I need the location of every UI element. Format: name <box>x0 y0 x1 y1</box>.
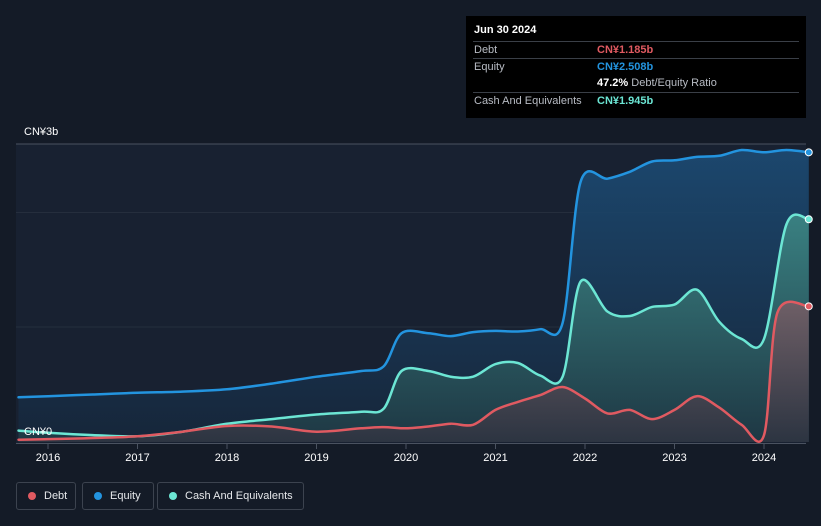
x-tick-label-2017: 2017 <box>125 452 149 464</box>
cash-dot-icon <box>169 492 177 500</box>
x-tick-label-2024: 2024 <box>752 452 776 464</box>
tooltip-cash-label: Cash And Equivalents <box>474 95 582 107</box>
x-tick-label-2022: 2022 <box>573 452 597 464</box>
debt-area <box>18 301 809 442</box>
debt-line <box>17 300 811 443</box>
x-axis-ticks: 2016 2017 2018 2019 2020 2021 2022 2023 2024 <box>36 444 776 464</box>
cash-line <box>17 213 811 438</box>
tooltip-row-cash: Cash And Equivalents CN¥1.945b <box>473 92 799 110</box>
tooltip-ratio: 47.2% Debt/Equity Ratio <box>597 77 717 89</box>
cash-end-point <box>804 215 813 224</box>
x-tick-label-2019: 2019 <box>304 452 328 464</box>
legend-item-equity[interactable]: Equity <box>82 482 154 510</box>
legend-equity-label: Equity <box>110 490 141 502</box>
legend-cash-label: Cash And Equivalents <box>185 490 293 502</box>
y-tick-label-3b: CN¥3b <box>24 126 58 138</box>
tooltip-equity-value: CN¥2.508b <box>597 61 654 73</box>
series-end-markers <box>804 148 813 311</box>
tooltip-ratio-value: 47.2% <box>597 77 629 89</box>
cash-area <box>18 214 809 442</box>
tooltip-row-debt: Debt CN¥1.185b <box>473 41 799 59</box>
data-tooltip: Jun 30 2024 Debt CN¥1.185b Equity CN¥2.5… <box>466 16 806 118</box>
y-axis-ticks: CN¥0 CN¥3b <box>24 126 58 438</box>
series-lines <box>17 148 811 443</box>
tooltip-equity-label: Equity <box>474 61 505 73</box>
tooltip-debt-label: Debt <box>474 44 498 56</box>
equity-line <box>17 148 811 399</box>
tooltip-row-equity: Equity CN¥2.508b <box>473 58 799 76</box>
debt-end-point <box>804 302 813 311</box>
equity-end-point <box>804 148 813 157</box>
x-tick-label-2018: 2018 <box>215 452 239 464</box>
x-tick-label-2016: 2016 <box>36 452 60 464</box>
equity-dot-icon <box>94 492 102 500</box>
tooltip-cash-value: CN¥1.945b <box>597 95 654 107</box>
x-tick-label-2023: 2023 <box>662 452 686 464</box>
tooltip-debt-value: CN¥1.185b <box>597 44 654 56</box>
tooltip-date: Jun 30 2024 <box>474 24 537 36</box>
series-areas <box>18 149 809 443</box>
debt-dot-icon <box>28 492 36 500</box>
x-tick-label-2021: 2021 <box>483 452 507 464</box>
legend-item-cash[interactable]: Cash And Equivalents <box>157 482 304 510</box>
legend-debt-label: Debt <box>44 490 68 502</box>
x-tick-label-2020: 2020 <box>394 452 418 464</box>
tooltip-ratio-label: Debt/Equity Ratio <box>631 77 717 89</box>
y-tick-label-0: CN¥0 <box>24 426 52 438</box>
legend-item-debt[interactable]: Debt <box>16 482 76 510</box>
